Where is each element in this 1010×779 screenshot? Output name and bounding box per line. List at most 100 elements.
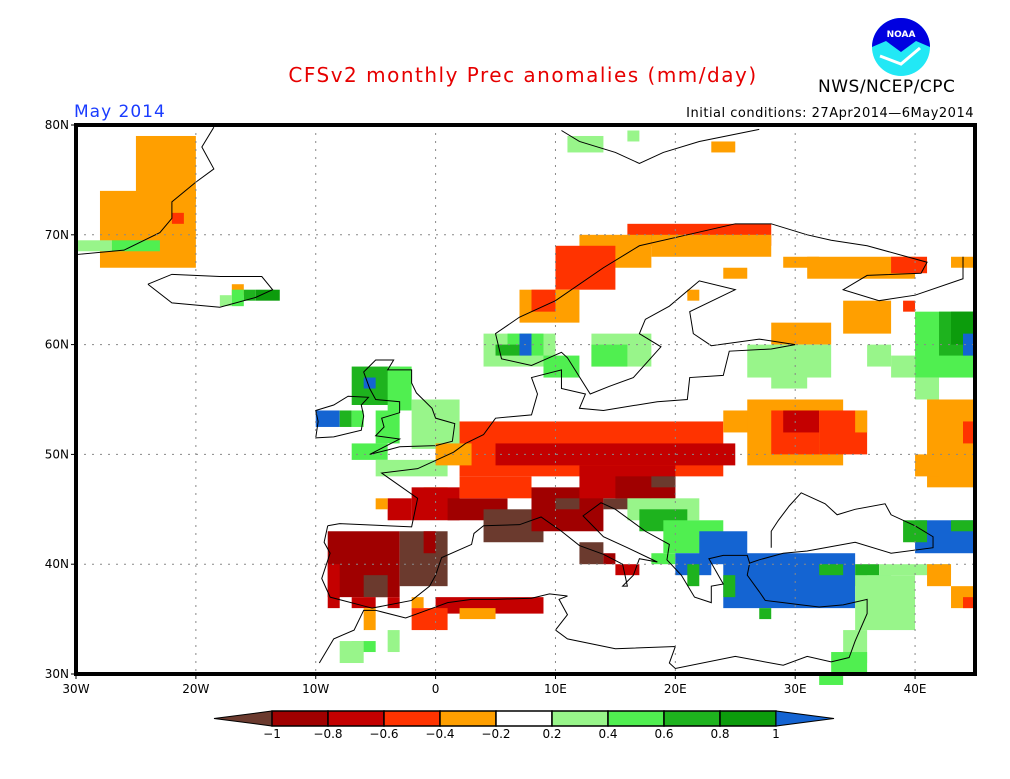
anomaly-cell (579, 465, 676, 499)
anomaly-cell (555, 245, 616, 290)
anomaly-cell (867, 344, 892, 367)
y-tick-label: 50N (45, 447, 69, 461)
y-tick-label: 70N (45, 228, 69, 242)
anomaly-cell (231, 289, 244, 307)
anomaly-cell (531, 289, 556, 312)
anomaly-cell (531, 487, 604, 532)
colorbar-label: 0.2 (542, 727, 561, 741)
anomaly-cell (843, 300, 892, 334)
colorbar-label: −0.6 (369, 727, 398, 741)
colorbar-extend-low (213, 710, 273, 727)
colorbar-segment (383, 710, 441, 727)
chart-title: CFSv2 monthly Prec anomalies (mm/day) (288, 63, 758, 87)
x-tick-label: 40E (904, 682, 927, 696)
anomaly-cell (771, 366, 808, 389)
anomaly-cell (603, 553, 616, 565)
anomaly-cell (687, 289, 700, 301)
anomaly-cell (76, 240, 112, 252)
region-11 (351, 399, 460, 477)
anomaly-cell (387, 366, 412, 411)
anomaly-cell (243, 289, 256, 301)
anomaly-cell (699, 531, 748, 565)
forecast-month: May 2014 (74, 102, 166, 122)
anomaly-cell (351, 410, 364, 427)
anomaly-cell (819, 410, 868, 455)
x-tick-label: 0 (432, 682, 440, 696)
colorbar-label: −0.4 (425, 727, 454, 741)
anomaly-cell (351, 641, 376, 653)
anomaly-cell (903, 520, 928, 543)
coastline (147, 273, 274, 308)
anomaly-cell (651, 476, 676, 488)
anomaly-cell (867, 575, 892, 598)
anomaly-cell (819, 564, 844, 576)
anomaly-cell (951, 256, 975, 268)
anomaly-cell (663, 520, 724, 554)
region-4 (519, 223, 820, 323)
anomaly-cell (603, 498, 652, 510)
anomaly-cell (135, 135, 196, 202)
anomaly-cell (387, 597, 400, 609)
anomaly-cell (375, 410, 400, 444)
anomaly-cell (723, 410, 760, 433)
y-axis: 30N 40N 50N 60N 70N 80N (45, 118, 76, 681)
region-20 (723, 553, 916, 631)
colorbar: −1 −0.8 −0.6 −0.4 −0.2 0.2 0.4 0.6 0.8 1 (213, 710, 835, 741)
anomaly-cell (771, 410, 820, 455)
anomaly-cell (459, 608, 496, 620)
region-5 (483, 333, 652, 378)
anomaly-cell (951, 520, 975, 532)
anomaly-cell (339, 641, 364, 664)
region-6 (771, 256, 975, 345)
anomaly-cell (315, 410, 340, 427)
x-axis: 30W 20W 10W 0 10E 20E 30E 40E (62, 674, 926, 696)
region-22 (819, 630, 868, 685)
anomaly-cell (843, 630, 868, 664)
coastline (327, 223, 964, 528)
region-15 (531, 487, 652, 576)
anomaly-cell (759, 608, 772, 620)
region-19 (627, 498, 748, 587)
colorbar-segment (271, 710, 329, 727)
anomaly-cell (411, 487, 460, 521)
y-tick-label: 80N (45, 118, 69, 132)
x-tick-label: 20E (664, 682, 687, 696)
anomaly-cell (399, 531, 448, 587)
anomaly-cell (783, 256, 820, 268)
initial-conditions: Initial conditions: 27Apr2014—6May2014 (686, 106, 974, 121)
anomaly-cell (627, 223, 772, 246)
anomaly-cell (555, 498, 580, 510)
anomaly-cell (171, 212, 184, 224)
anomaly-cell (387, 630, 400, 653)
anomaly-cell (363, 575, 388, 598)
colorbar-label: −0.8 (313, 727, 342, 741)
anomaly-cell (447, 498, 508, 521)
coastline (318, 563, 868, 670)
anomaly-cell (411, 608, 448, 631)
region-18 (915, 399, 975, 488)
anomaly-cell (471, 421, 520, 444)
region-1 (76, 240, 160, 252)
colorbar-label: 0.6 (654, 727, 673, 741)
anomaly-cell (435, 443, 472, 466)
anomaly-cell (459, 443, 508, 466)
noaa-logo-icon: NOAA (872, 18, 930, 76)
anomaly-cell (627, 130, 640, 142)
anomaly-cell (939, 311, 975, 356)
anomaly-cell (255, 289, 280, 301)
region-3 (567, 130, 736, 153)
anomaly-cell (579, 234, 652, 268)
anomaly-cell (927, 399, 975, 488)
anomaly-cell (951, 311, 975, 345)
anomaly-cell (627, 498, 700, 521)
anomaly-cell (531, 498, 556, 521)
anomaly-cell (339, 410, 352, 427)
anomaly-cell (495, 344, 520, 356)
region-9 (315, 410, 364, 427)
region-16 (435, 410, 760, 499)
anomaly-cell (831, 652, 868, 674)
anomaly-cell (915, 454, 940, 477)
colorbar-segment (439, 710, 497, 727)
region-10 (351, 366, 412, 411)
x-tick-label: 30E (784, 682, 807, 696)
